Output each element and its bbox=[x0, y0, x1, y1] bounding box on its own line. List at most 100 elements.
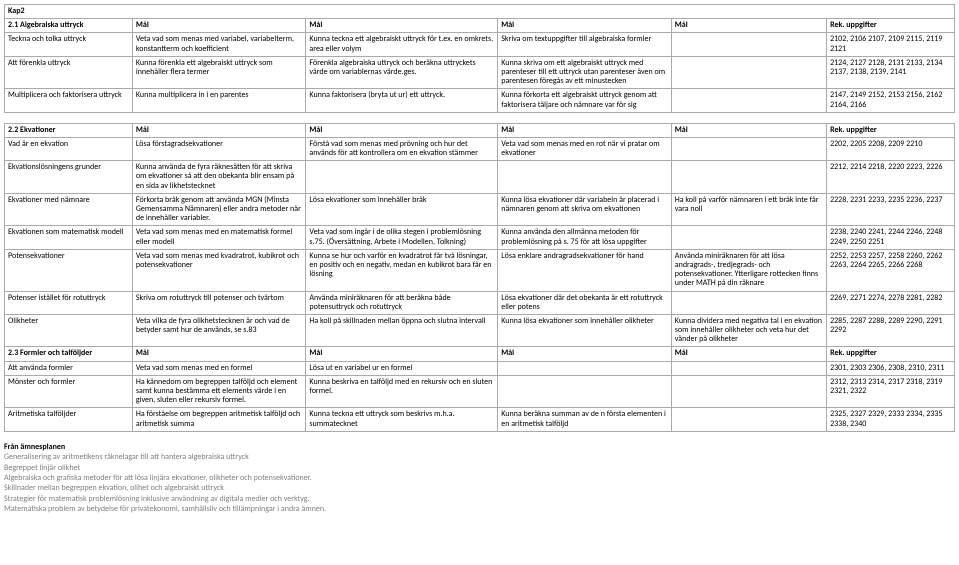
cell bbox=[671, 408, 826, 431]
cell: Lösa ekvationer där det obekanta är ett … bbox=[498, 291, 672, 314]
cell bbox=[671, 161, 826, 194]
cell: Använda miniräknaren för att beräkna båd… bbox=[306, 291, 498, 314]
col-header-3: Mål bbox=[671, 347, 826, 361]
cell: Ha förståelse om begreppen aritmetisk ta… bbox=[132, 408, 306, 431]
col-header-2: Mål bbox=[498, 19, 672, 33]
cell: Kunna lösa ekvationer som innehåller oli… bbox=[498, 314, 672, 347]
row-label: Multiplicera och faktorisera uttryck bbox=[5, 89, 133, 112]
cell: Lösa ut en variabel ur en formel bbox=[306, 361, 498, 375]
cell bbox=[671, 137, 826, 160]
footnotes-title: Från ämnesplanen bbox=[4, 442, 955, 452]
cell: Veta vad som menas med en formel bbox=[132, 361, 306, 375]
row-label: Potenser istället för rotuttryck bbox=[5, 291, 133, 314]
cell: Veta vilka de fyra olikhetstecknen är oc… bbox=[132, 314, 306, 347]
row-label: Vad är en ekvation bbox=[5, 137, 133, 160]
kap2-table: Kap22.1 Algebraiska uttryckMålMålMålMålR… bbox=[4, 4, 955, 432]
cell-rek: 2102, 2106 2107, 2109 2115, 2119 2121 bbox=[827, 33, 955, 56]
cell-rek: 2202, 2205 2208, 2209 2210 bbox=[827, 137, 955, 160]
cell: Kunna lösa ekvationer där variabeln är p… bbox=[498, 193, 672, 226]
cell: Förstå vad som menas med prövning och hu… bbox=[306, 137, 498, 160]
cell: Kunna beräkna summan av de n första elem… bbox=[498, 408, 672, 431]
col-header-4: Rek. uppgifter bbox=[827, 347, 955, 361]
col-header-1: Mål bbox=[306, 19, 498, 33]
cell-rek: 2312, 2313 2314, 2317 2318, 2319 2321, 2… bbox=[827, 375, 955, 408]
col-header-0: Mål bbox=[132, 347, 306, 361]
cell: Förkorta bråk genom att använda MGN (Min… bbox=[132, 193, 306, 226]
cell bbox=[671, 226, 826, 249]
col-header-3: Mål bbox=[671, 123, 826, 137]
cell: Veta vad som menas med kvadratrot, kubik… bbox=[132, 249, 306, 291]
cell: Veta vad som menas med variabel, variabe… bbox=[132, 33, 306, 56]
row-label: Potensekvationer bbox=[5, 249, 133, 291]
footnote-line: Generalisering av aritmetikens räknelaga… bbox=[4, 452, 955, 462]
cell-rek: 2238, 2240 2241, 2244 2246, 2248 2249, 2… bbox=[827, 226, 955, 249]
cell: Kunna förkorta ett algebraiskt uttryck g… bbox=[498, 89, 672, 112]
cell: Ha koll på varför nämnaren i ett bråk in… bbox=[671, 193, 826, 226]
cell bbox=[498, 361, 672, 375]
col-header-1: Mål bbox=[306, 123, 498, 137]
cell bbox=[671, 33, 826, 56]
section-title: 2.2 Ekvationer bbox=[5, 123, 133, 137]
cell: Kunna multiplicera in i en parentes bbox=[132, 89, 306, 112]
cell-rek: 2228, 2231 2233, 2235 2236, 2237 bbox=[827, 193, 955, 226]
cell-rek: 2269, 2271 2274, 2278 2281, 2282 bbox=[827, 291, 955, 314]
col-header-4: Rek. uppgifter bbox=[827, 123, 955, 137]
col-header-1: Mål bbox=[306, 347, 498, 361]
row-label: Mönster och formler bbox=[5, 375, 133, 408]
section-title: 2.1 Algebraiska uttryck bbox=[5, 19, 133, 33]
row-label: Ekvationen som matematisk modell bbox=[5, 226, 133, 249]
cell: Kunna se hur och varför en kvadratrot få… bbox=[306, 249, 498, 291]
row-label: Teckna och tolka uttryck bbox=[5, 33, 133, 56]
cell: Kunna beskriva en talföljd med en rekurs… bbox=[306, 375, 498, 408]
footnotes: Från ämnesplanen Generalisering av aritm… bbox=[4, 442, 955, 515]
footnote-line: Matematiska problem av betydelse för pri… bbox=[4, 504, 955, 514]
col-header-0: Mål bbox=[132, 123, 306, 137]
row-label: Olikheter bbox=[5, 314, 133, 347]
section-title: 2.3 Formler och talföljder bbox=[5, 347, 133, 361]
cell bbox=[671, 56, 826, 89]
footnote-line: Begreppet linjär olikhet bbox=[4, 463, 955, 473]
cell: Förenkla algebraiska uttryck och beräkna… bbox=[306, 56, 498, 89]
cell: Ha kännedom om begreppen talföljd och el… bbox=[132, 375, 306, 408]
footnote-line: Strategier för matematisk problemlösning… bbox=[4, 494, 955, 504]
cell: Skriva om textuppgifter till algebraiska… bbox=[498, 33, 672, 56]
cell: Skriva om rotuttryck till potenser och t… bbox=[132, 291, 306, 314]
cell bbox=[671, 291, 826, 314]
cell: Kunna faktorisera (bryta ut ur) ett uttr… bbox=[306, 89, 498, 112]
cell-rek: 2301, 2303 2306, 2308, 2310, 2311 bbox=[827, 361, 955, 375]
cell-rek: 2124, 2127 2128, 2131 2133, 2134 2137, 2… bbox=[827, 56, 955, 89]
cell: Kunna förenkla ett algebraiskt uttryck s… bbox=[132, 56, 306, 89]
cell: Kunna använda den allmänna metoden för p… bbox=[498, 226, 672, 249]
cell: Kunna teckna ett algebraiskt uttryck för… bbox=[306, 33, 498, 56]
row-label: Ekvationslösningens grunder bbox=[5, 161, 133, 194]
row-label: Ekvationer med nämnare bbox=[5, 193, 133, 226]
col-header-0: Mål bbox=[132, 19, 306, 33]
cell-rek: 2252, 2253 2257, 2258 2260, 2262 2263, 2… bbox=[827, 249, 955, 291]
cell bbox=[671, 375, 826, 408]
cell: Kunna dividera med negativa tal i en ekv… bbox=[671, 314, 826, 347]
row-label: Aritmetiska talföljder bbox=[5, 408, 133, 431]
footnote-line: Skillnader mellan begreppen ekvation, ol… bbox=[4, 483, 955, 493]
cell-rek: 2285, 2287 2288, 2289 2290, 2291 2292 bbox=[827, 314, 955, 347]
cell: Kunna använda de fyra räknesätten för at… bbox=[132, 161, 306, 194]
cell-rek: 2325, 2327 2329, 2333 2334, 2335 2338, 2… bbox=[827, 408, 955, 431]
cell: Veta vad som ingår i de olika stegen i p… bbox=[306, 226, 498, 249]
col-header-2: Mål bbox=[498, 123, 672, 137]
kap2-header: Kap2 bbox=[5, 5, 955, 19]
cell: Använda miniräknaren för att lösa andrag… bbox=[671, 249, 826, 291]
cell: Lösa ekvationer som innehåller bråk bbox=[306, 193, 498, 226]
cell: Lösa enklare andragradsekvationer för ha… bbox=[498, 249, 672, 291]
cell: Veta vad som menas med en matematisk for… bbox=[132, 226, 306, 249]
cell: Lösa förstagradsekvationer bbox=[132, 137, 306, 160]
footnote-line: Algebraiska och grafiska metoder för att… bbox=[4, 473, 955, 483]
cell: Kunna teckna ett uttryck som beskrivs m.… bbox=[306, 408, 498, 431]
col-header-4: Rek. uppgifter bbox=[827, 19, 955, 33]
cell bbox=[671, 361, 826, 375]
row-label: Att använda formler bbox=[5, 361, 133, 375]
cell bbox=[498, 161, 672, 194]
cell bbox=[671, 89, 826, 112]
cell bbox=[306, 161, 498, 194]
cell bbox=[498, 375, 672, 408]
cell: Kunna skriva om ett algebraiskt uttryck … bbox=[498, 56, 672, 89]
cell: Ha koll på skillnaden mellan öppna och s… bbox=[306, 314, 498, 347]
